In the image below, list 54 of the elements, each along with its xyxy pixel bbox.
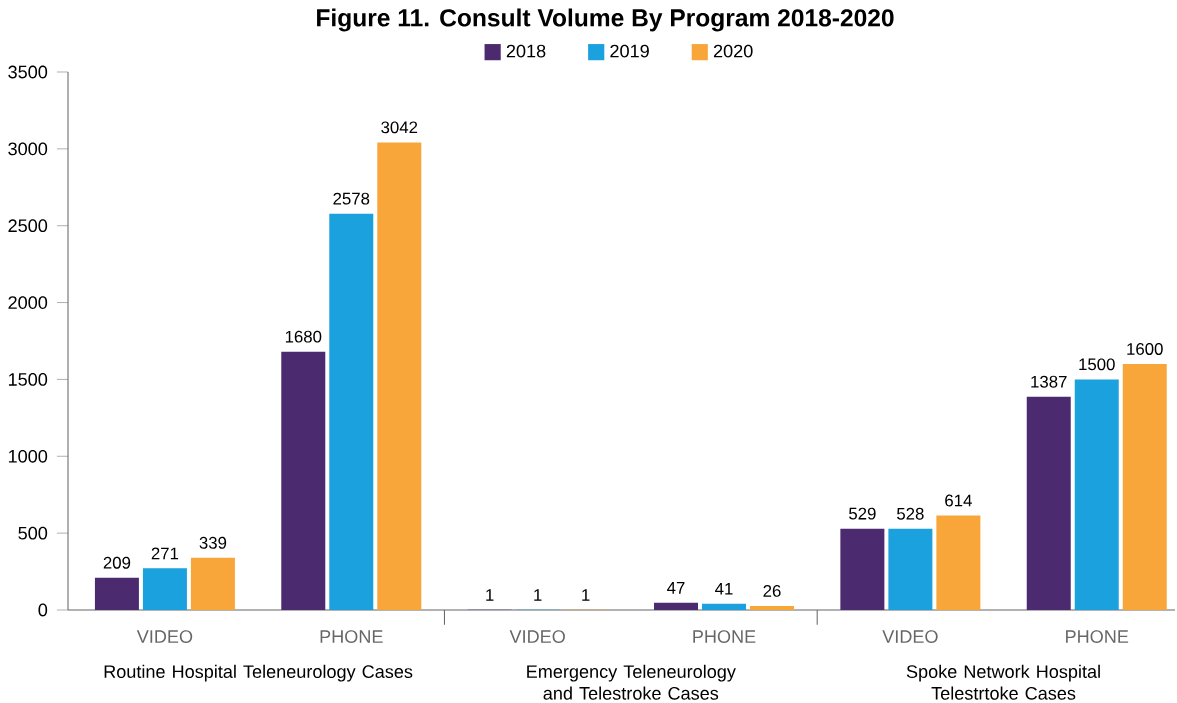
- bar: [281, 351, 326, 610]
- data-label: 528: [897, 507, 924, 520]
- data-label: 26: [763, 584, 781, 597]
- data-label: 1680: [285, 330, 322, 343]
- bar: [936, 515, 981, 610]
- x-tick-label: PHONE: [320, 630, 383, 643]
- legend-label: 2019: [610, 44, 649, 58]
- bar: [142, 568, 187, 610]
- text: Emergency Teleneurology and Telestroke Cases: [527, 664, 736, 700]
- x-tick-label: VIDEO: [882, 630, 938, 643]
- bar: [94, 577, 139, 610]
- data-label: 271: [151, 547, 179, 560]
- x-tick-label: VIDEO: [509, 630, 565, 643]
- data-label: 209: [103, 556, 131, 569]
- bar: [377, 142, 422, 610]
- bar: [840, 528, 885, 610]
- x-tick-label: PHONE: [1066, 630, 1129, 643]
- y-tick-label: 3500: [8, 65, 48, 79]
- data-label: 1: [486, 589, 494, 601]
- y-tick-label: 2000: [8, 296, 48, 309]
- bar: [1122, 364, 1167, 610]
- data-label: 1500: [1079, 358, 1115, 371]
- chart-title: Figure 11. Consult Volume By Program 2018-2020: [317, 8, 894, 32]
- y-tick-label: 500: [18, 526, 48, 540]
- data-label: 1: [582, 589, 590, 601]
- y-tick-label: 1000: [8, 449, 48, 463]
- data-label: 2578: [333, 192, 370, 205]
- text: Spoke Network Hospital Telestrtoke Cases: [906, 664, 1100, 700]
- legend-label: 2020: [713, 44, 753, 58]
- bar: [329, 213, 374, 610]
- y-tick-label: 0: [38, 603, 48, 617]
- y-tick-label: 2500: [8, 219, 48, 233]
- bar: [702, 603, 747, 610]
- data-label: 339: [199, 536, 227, 549]
- data-label: 1: [534, 589, 542, 601]
- bar: [1026, 396, 1071, 610]
- x-tick-label: PHONE: [693, 630, 756, 643]
- y-tick-label: 3000: [8, 142, 48, 156]
- bar: [654, 602, 699, 610]
- data-label: 47: [667, 582, 685, 594]
- bar: [190, 557, 235, 610]
- legend-label: 2018: [506, 44, 546, 58]
- data-label: 41: [715, 582, 733, 595]
- x-tick-label: VIDEO: [136, 630, 193, 643]
- y-tick-label: 1500: [8, 373, 48, 386]
- data-label: 614: [945, 494, 972, 507]
- data-label: 529: [849, 507, 876, 520]
- bar: [1074, 379, 1119, 610]
- bar: [750, 605, 795, 610]
- data-label: 1600: [1127, 343, 1163, 355]
- text: Routine Hospital Teleneurology Cases: [104, 664, 413, 682]
- bar: [888, 528, 933, 610]
- data-label: 1387: [1031, 375, 1067, 388]
- data-label: 3042: [381, 121, 418, 134]
